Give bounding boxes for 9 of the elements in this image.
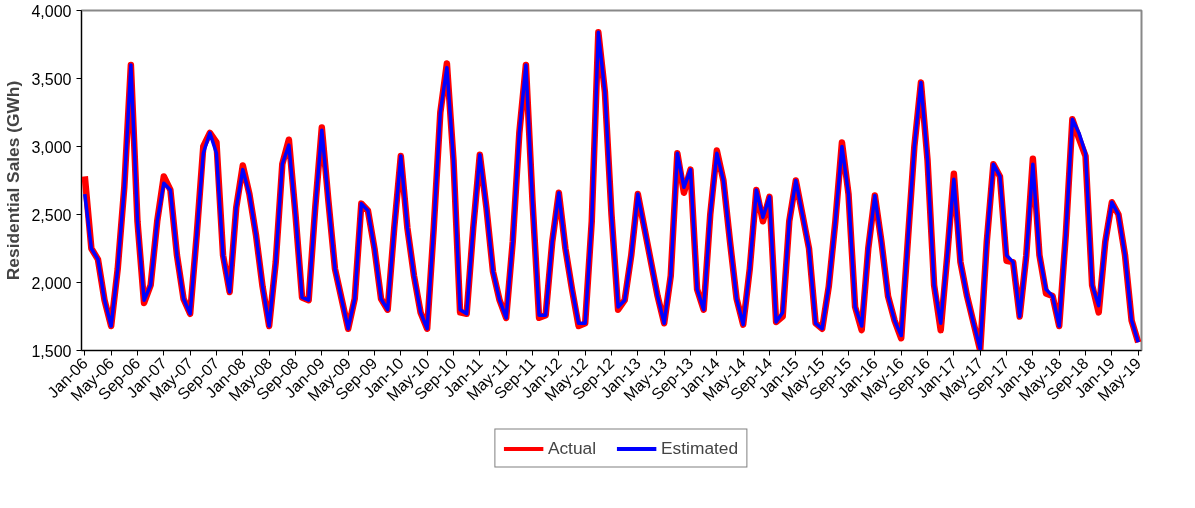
legend-label: Actual — [547, 437, 597, 459]
y-axis-title: Residential Sales (GWh) — [3, 80, 24, 281]
y-tick-label: 3,000 — [31, 138, 72, 156]
y-tick-label: 2,000 — [31, 274, 72, 292]
y-tick-label: 3,500 — [31, 70, 72, 88]
y-tick-label: 4,000 — [31, 2, 72, 20]
y-tick-label: 1,500 — [31, 342, 72, 360]
legend-label: Estimated — [661, 437, 739, 459]
y-tick-label: 2,500 — [31, 206, 72, 224]
